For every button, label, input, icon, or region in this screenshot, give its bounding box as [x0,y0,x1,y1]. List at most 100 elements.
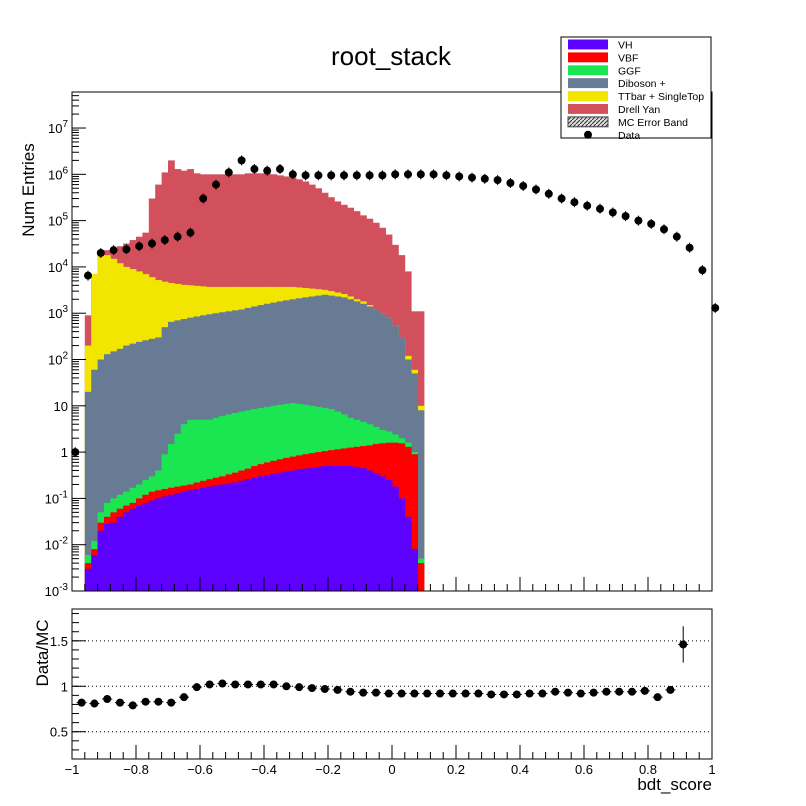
data-point [84,271,92,280]
stack-bar-vh [379,476,386,591]
ratio-point [525,689,534,698]
stack-bar-diboson [155,337,162,591]
data-point [199,194,208,203]
stack-bar-vh [168,494,175,591]
stack-bar-vh [84,568,92,591]
data-point [416,170,425,179]
data-point [301,171,310,180]
stack-bar-diboson [142,340,150,591]
ratio-point [116,698,124,707]
ratio-point [653,693,662,702]
stack-bar-vh [129,508,137,591]
y-tick-label: 102 [48,351,68,368]
stack-bar-vh [366,470,374,591]
data-point [442,171,451,180]
ratio-point [384,689,393,698]
ratio-point [436,689,444,698]
data-point [608,208,617,217]
stack-bar-vh [219,484,226,591]
data-point [160,236,169,245]
y-tick-label: 105 [48,212,68,229]
data-point [135,242,144,251]
data-point [173,232,182,241]
ratio-point [461,689,470,698]
stack-bar-vh [328,466,335,591]
legend-swatch-vh [568,39,608,50]
data-point [186,228,195,237]
ratio-point [308,684,316,693]
stack-bar-vh [238,480,246,591]
x-tick-label: 0.6 [575,762,593,777]
stack-bar-diboson [84,391,92,591]
x-tick-label: 0 [388,762,395,777]
ratio-y-tick-label: 1.5 [50,634,68,649]
data-point [404,170,412,179]
data-point [532,185,540,194]
data-point [391,170,400,179]
x-tick-label: −0.6 [187,762,213,777]
data-point [429,170,438,179]
ratio-point [103,695,112,703]
y-tick-label: 10-2 [45,536,69,553]
y-tick-label: 1 [61,445,68,460]
x-tick-label: −0.8 [123,762,149,777]
data-point [519,181,528,190]
ratio-point [141,697,150,706]
legend-label-data: Data [618,130,640,142]
stack-bar-vbf [417,563,425,591]
stack-bar-vh [161,496,169,591]
ratio-point [410,689,419,698]
stack-bar-vh [411,549,418,591]
stack-bar-vh [404,516,412,591]
stack-bar-vh [334,466,342,591]
ratio-point [320,685,329,693]
stack-bar-vh [232,482,239,591]
ratio-point [576,689,585,698]
stack-bar-vh [264,475,271,591]
stack-bar-vh [398,498,406,591]
stack-bar-vh [340,466,348,591]
stack-bar-vh [148,500,156,591]
data-point [480,174,489,183]
data-point [647,219,656,228]
ratio-point [474,689,483,698]
stack-bar-vh [110,522,118,591]
y-tick-label: 103 [48,304,68,321]
data-point [212,180,220,189]
data-point [698,266,707,275]
stack-bar-diboson [97,359,105,591]
ratio-point [564,688,572,697]
data-point [352,171,361,180]
stack-bar-vh [360,468,367,591]
stack-bar-vh [372,473,380,591]
ratio-point [346,687,355,696]
data-point [263,166,272,175]
data-point [468,173,476,182]
stack-bar-diboson [129,343,137,591]
ratio-point [167,698,176,707]
ratio-point [602,687,611,696]
ratio-point [628,687,636,696]
stack-bar-vbf [411,454,418,591]
stack-bar-vh [97,530,105,591]
stack-bar-vh [212,485,220,591]
ratio-point [231,680,240,689]
ratio-y-axis-label: Data/MC [33,619,52,686]
data-point [276,165,284,174]
stack-bar-vh [136,505,143,591]
ratio-point [205,680,214,689]
data-point [250,165,259,174]
legend-label-vh: VH [618,39,633,51]
ratio-y-tick-label: 1 [61,679,68,694]
ratio-point [500,690,508,699]
stack-bar-vh [385,479,393,591]
y-tick-label: 107 [48,119,68,136]
data-point [621,212,630,221]
x-tick-label: −0.4 [251,762,277,777]
stack-bar-vh [308,467,316,591]
stack-bar-vh [289,470,297,591]
ratio-point [180,693,188,702]
stack-bar-diboson [110,351,118,591]
stack-bar-vh [296,469,303,591]
